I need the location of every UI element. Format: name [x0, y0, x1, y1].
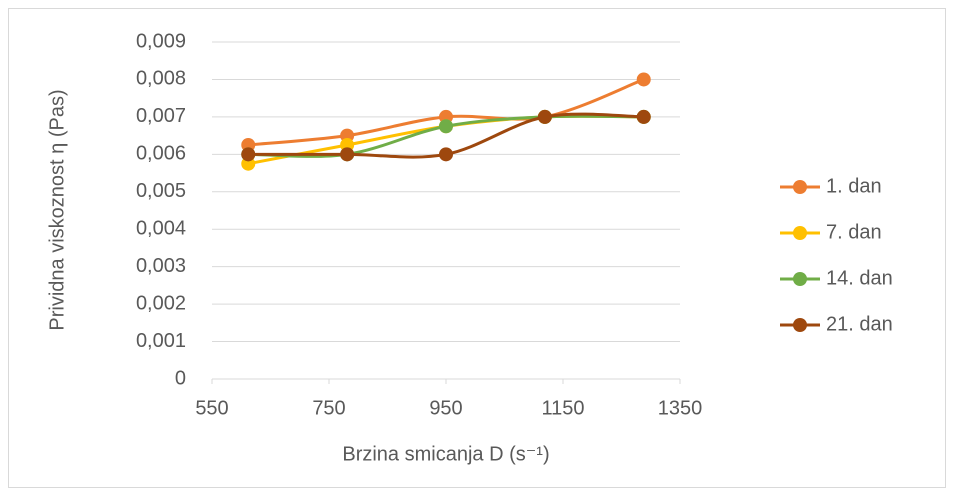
point	[439, 147, 453, 162]
legend-label: 7. dan	[826, 221, 882, 243]
point	[636, 72, 651, 87]
point	[439, 119, 453, 134]
x-tick-label: 1350	[658, 397, 703, 419]
y-tick-label: 0,006	[136, 143, 186, 165]
x-tick-label: 950	[429, 397, 462, 419]
point	[537, 109, 552, 124]
legend-label: 1. dan	[826, 175, 882, 197]
y-tick-label: 0,008	[136, 68, 186, 90]
y-tick-label: 0,002	[136, 292, 186, 314]
x-axis-label: Brzina smicanja D (s⁻¹)	[342, 443, 549, 465]
legend-marker	[793, 272, 807, 286]
y-tick-label: 0,001	[136, 330, 186, 352]
y-tick-label: 0,005	[136, 180, 186, 202]
legend-label: 21. dan	[826, 313, 893, 335]
y-tick-label: 0,007	[136, 105, 186, 127]
x-tick-label: 1150	[541, 397, 584, 419]
chart-frame	[8, 8, 946, 488]
y-tick-label: 0	[175, 367, 186, 389]
y-tick-label: 0,004	[136, 218, 186, 240]
point	[241, 147, 256, 162]
legend-marker	[793, 226, 807, 240]
point	[636, 109, 651, 124]
y-tick-label: 0,009	[136, 30, 186, 52]
point	[340, 147, 355, 162]
legend-marker	[793, 318, 807, 332]
y-tick-label: 0,003	[136, 255, 186, 277]
legend-label: 14. dan	[826, 267, 893, 289]
x-tick-label: 550	[195, 397, 228, 419]
legend-marker	[793, 180, 807, 194]
y-axis-label: Prividna viskoznost η (Pas)	[46, 89, 68, 330]
x-tick-label: 750	[312, 397, 345, 419]
